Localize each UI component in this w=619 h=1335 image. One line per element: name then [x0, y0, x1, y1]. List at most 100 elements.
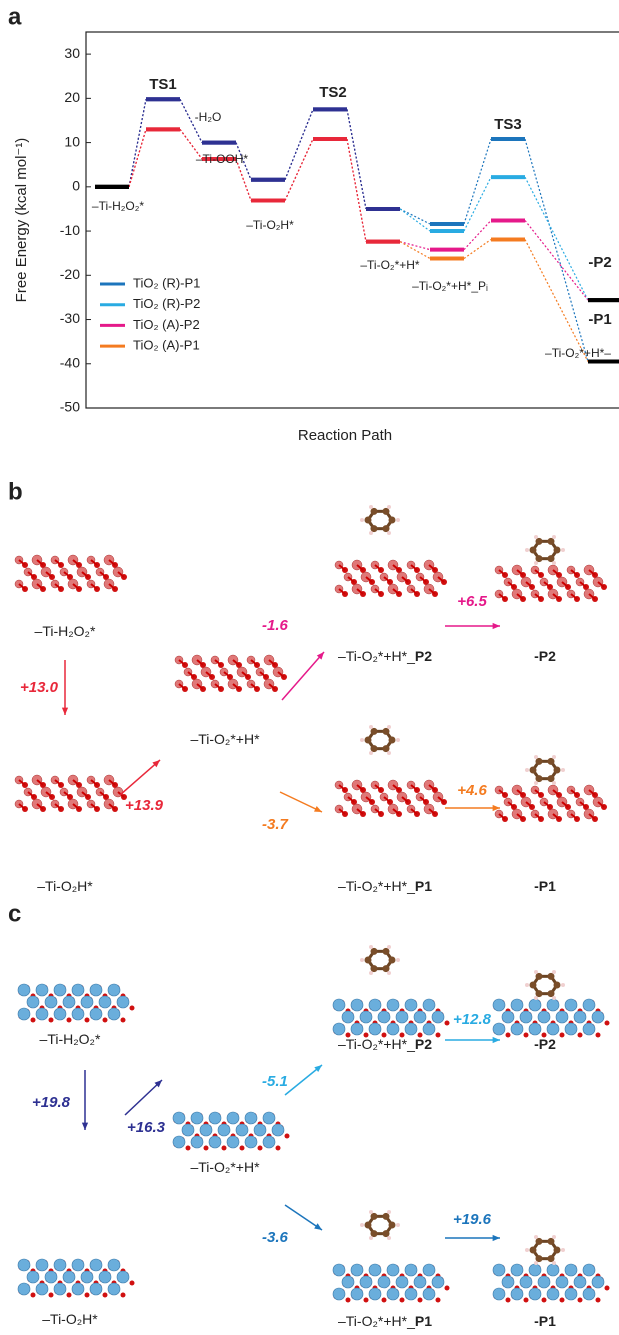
ti-atom [592, 1276, 604, 1288]
energy-change: +13.9 [125, 797, 164, 814]
ti-atom [342, 1011, 354, 1023]
h-atom [552, 755, 556, 759]
h-atom [396, 958, 400, 962]
connector [129, 129, 146, 187]
adsorbate [525, 970, 565, 1000]
h-atom [387, 971, 391, 975]
ti-atom [227, 1136, 239, 1148]
ti-atom [432, 1276, 444, 1288]
ti-atom [209, 1136, 221, 1148]
ti-atom [117, 996, 129, 1008]
ti-atom [351, 1023, 363, 1035]
label-bold: P2 [415, 648, 432, 664]
y-tick-label: 10 [64, 133, 80, 149]
ti-atom [493, 1264, 505, 1276]
legend-label: TiO₂ (A)-P2 [133, 317, 200, 332]
structure [18, 984, 135, 1023]
h-atom [552, 1235, 556, 1239]
h-atom [369, 1236, 373, 1240]
annotation: TS1 [149, 76, 177, 93]
h-atom [387, 1210, 391, 1214]
label-text: –Ti-O₂*+H*_ [338, 648, 415, 664]
o-atom [445, 1286, 450, 1291]
o-atom [31, 1018, 36, 1023]
ti-atom [511, 1288, 523, 1300]
structure [15, 775, 127, 812]
o-atom [285, 1134, 290, 1139]
ti-atom [245, 1112, 257, 1124]
h-atom [552, 996, 556, 1000]
ti-atom [333, 1264, 345, 1276]
o-atom [382, 1298, 387, 1303]
arrow [120, 760, 160, 795]
structure [493, 999, 610, 1038]
o-atom [436, 1033, 441, 1038]
ti-atom [369, 1023, 381, 1035]
connector [285, 109, 313, 179]
c-atom [530, 547, 537, 554]
ti-atom [72, 1283, 84, 1295]
ti-atom [378, 1011, 390, 1023]
ti-atom [27, 996, 39, 1008]
h-atom [387, 945, 391, 949]
o-atom [578, 1033, 583, 1038]
c-atom [389, 1222, 396, 1229]
label-text: –Ti-O₂H* [42, 1311, 98, 1327]
h-atom [552, 970, 556, 974]
arrow-head [314, 1223, 322, 1230]
h-atom [534, 970, 538, 974]
ti-atom [342, 1276, 354, 1288]
o-atom [258, 1146, 263, 1151]
h-atom [534, 1261, 538, 1265]
o-atom [400, 1298, 405, 1303]
label-text: –Ti-H₂O₂* [40, 1031, 101, 1047]
c-atom [530, 1247, 537, 1254]
ti-atom [227, 1112, 239, 1124]
ti-atom [511, 1023, 523, 1035]
y-axis-label: Free Energy (kcal mol⁻¹) [13, 138, 30, 303]
ti-atom [405, 1023, 417, 1035]
connector [400, 209, 430, 231]
adsorbate [525, 535, 565, 565]
ti-atom [556, 1011, 568, 1023]
o-atom [67, 1293, 72, 1298]
h-atom [552, 781, 556, 785]
ti-atom [63, 1271, 75, 1283]
o-atom [560, 1298, 565, 1303]
h-atom [534, 535, 538, 539]
ti-atom [369, 1288, 381, 1300]
ti-atom [387, 1264, 399, 1276]
energy-change: -3.6 [262, 1229, 289, 1246]
structure [335, 780, 447, 817]
ti-atom [396, 1011, 408, 1023]
ti-atom [245, 1136, 257, 1148]
ti-atom [511, 999, 523, 1011]
label-bold: -P1 [534, 878, 556, 894]
annotation: -H₂O [195, 110, 222, 124]
y-tick-label: 30 [64, 45, 80, 61]
label-bold: P1 [415, 878, 432, 894]
y-tick-label: -20 [60, 266, 80, 282]
ti-atom [182, 1124, 194, 1136]
panel-letter: b [8, 478, 23, 505]
panel-letter: a [8, 3, 22, 30]
c-atom [389, 517, 396, 524]
o-atom [31, 1293, 36, 1298]
c-atom [530, 767, 537, 774]
y-tick-label: -50 [60, 399, 80, 415]
annotation: –Ti-O₂*+H*_Pᵢ [412, 279, 488, 293]
h-atom [360, 958, 364, 962]
connector [525, 239, 588, 361]
ti-atom [333, 1288, 345, 1300]
ti-atom [18, 1259, 30, 1271]
o-atom [445, 1021, 450, 1026]
ti-atom [538, 1276, 550, 1288]
structure [495, 785, 607, 822]
label-bold: P1 [415, 1313, 432, 1329]
ti-atom [547, 999, 559, 1011]
ti-atom [423, 999, 435, 1011]
structure-label: –Ti-H₂O₂* [40, 1031, 101, 1047]
connector [285, 139, 313, 200]
h-atom [525, 768, 529, 772]
annotation: –Ti-H₂O₂* [92, 199, 145, 213]
